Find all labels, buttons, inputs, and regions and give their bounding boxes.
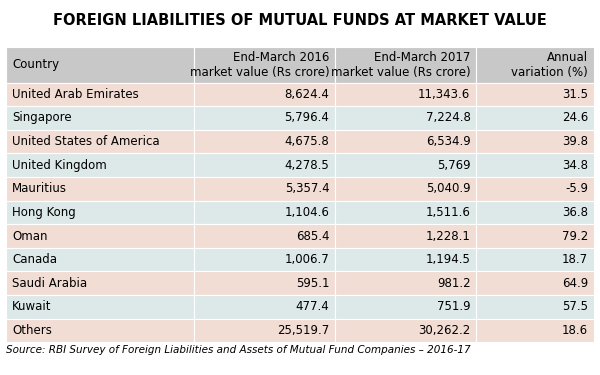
Text: United States of America: United States of America [12,135,160,148]
FancyBboxPatch shape [194,295,335,319]
Text: 4,278.5: 4,278.5 [284,159,329,172]
FancyBboxPatch shape [194,272,335,295]
FancyBboxPatch shape [476,153,594,177]
Text: 6,534.9: 6,534.9 [425,135,470,148]
FancyBboxPatch shape [476,82,594,106]
FancyBboxPatch shape [194,248,335,272]
FancyBboxPatch shape [476,177,594,201]
Text: 5,769: 5,769 [437,159,470,172]
Text: United Arab Emirates: United Arab Emirates [12,88,139,101]
Text: FOREIGN LIABILITIES OF MUTUAL FUNDS AT MARKET VALUE: FOREIGN LIABILITIES OF MUTUAL FUNDS AT M… [53,13,547,28]
FancyBboxPatch shape [335,47,476,82]
Text: End-March 2017
market value (Rs crore): End-March 2017 market value (Rs crore) [331,51,470,79]
Text: -5.9: -5.9 [565,182,588,195]
FancyBboxPatch shape [476,224,594,248]
FancyBboxPatch shape [335,177,476,201]
FancyBboxPatch shape [476,47,594,82]
FancyBboxPatch shape [6,201,194,224]
Text: Saudi Arabia: Saudi Arabia [12,277,87,290]
Text: 1,194.5: 1,194.5 [425,253,470,266]
FancyBboxPatch shape [6,130,194,153]
Text: Hong Kong: Hong Kong [12,206,76,219]
FancyBboxPatch shape [476,248,594,272]
Text: 595.1: 595.1 [296,277,329,290]
Text: 64.9: 64.9 [562,277,588,290]
Text: 981.2: 981.2 [437,277,470,290]
Text: 4,675.8: 4,675.8 [284,135,329,148]
Text: Annual
variation (%): Annual variation (%) [511,51,588,79]
FancyBboxPatch shape [476,201,594,224]
Text: 5,796.4: 5,796.4 [284,111,329,125]
Text: 24.6: 24.6 [562,111,588,125]
FancyBboxPatch shape [194,130,335,153]
FancyBboxPatch shape [335,224,476,248]
Text: 11,343.6: 11,343.6 [418,88,470,101]
FancyBboxPatch shape [194,224,335,248]
FancyBboxPatch shape [6,295,194,319]
FancyBboxPatch shape [335,319,476,342]
FancyBboxPatch shape [6,153,194,177]
FancyBboxPatch shape [476,272,594,295]
Text: Source: RBI Survey of Foreign Liabilities and Assets of Mutual Fund Companies – : Source: RBI Survey of Foreign Liabilitie… [6,345,470,355]
Text: 1,228.1: 1,228.1 [425,230,470,243]
Text: 25,519.7: 25,519.7 [277,324,329,337]
FancyBboxPatch shape [6,319,194,342]
Text: 31.5: 31.5 [562,88,588,101]
Text: 1,104.6: 1,104.6 [284,206,329,219]
FancyBboxPatch shape [335,130,476,153]
FancyBboxPatch shape [6,82,194,106]
Text: 8,624.4: 8,624.4 [284,88,329,101]
Text: 5,357.4: 5,357.4 [284,182,329,195]
FancyBboxPatch shape [335,82,476,106]
Text: 685.4: 685.4 [296,230,329,243]
Text: 7,224.8: 7,224.8 [425,111,470,125]
Text: Oman: Oman [12,230,47,243]
Text: 5,040.9: 5,040.9 [426,182,470,195]
Text: Country: Country [12,58,59,71]
Text: 57.5: 57.5 [562,300,588,313]
FancyBboxPatch shape [335,106,476,130]
FancyBboxPatch shape [194,47,335,82]
Text: 477.4: 477.4 [296,300,329,313]
Text: 39.8: 39.8 [562,135,588,148]
FancyBboxPatch shape [194,153,335,177]
FancyBboxPatch shape [335,272,476,295]
FancyBboxPatch shape [335,153,476,177]
FancyBboxPatch shape [335,201,476,224]
Text: 79.2: 79.2 [562,230,588,243]
FancyBboxPatch shape [194,106,335,130]
FancyBboxPatch shape [6,272,194,295]
FancyBboxPatch shape [194,177,335,201]
FancyBboxPatch shape [476,295,594,319]
Text: Singapore: Singapore [12,111,71,125]
FancyBboxPatch shape [476,106,594,130]
FancyBboxPatch shape [194,319,335,342]
Text: Mauritius: Mauritius [12,182,67,195]
Text: 1,006.7: 1,006.7 [284,253,329,266]
FancyBboxPatch shape [194,82,335,106]
FancyBboxPatch shape [476,130,594,153]
FancyBboxPatch shape [335,295,476,319]
FancyBboxPatch shape [6,248,194,272]
Text: Canada: Canada [12,253,57,266]
FancyBboxPatch shape [194,201,335,224]
Text: 751.9: 751.9 [437,300,470,313]
Text: 18.7: 18.7 [562,253,588,266]
FancyBboxPatch shape [6,177,194,201]
Text: 36.8: 36.8 [562,206,588,219]
FancyBboxPatch shape [6,106,194,130]
FancyBboxPatch shape [335,248,476,272]
Text: United Kingdom: United Kingdom [12,159,107,172]
Text: Kuwait: Kuwait [12,300,52,313]
Text: 30,262.2: 30,262.2 [418,324,470,337]
FancyBboxPatch shape [476,319,594,342]
Text: Others: Others [12,324,52,337]
Text: 18.6: 18.6 [562,324,588,337]
Text: 1,511.6: 1,511.6 [425,206,470,219]
Text: End-March 2016
market value (Rs crore): End-March 2016 market value (Rs crore) [190,51,329,79]
FancyBboxPatch shape [6,47,194,82]
FancyBboxPatch shape [6,224,194,248]
Text: 34.8: 34.8 [562,159,588,172]
